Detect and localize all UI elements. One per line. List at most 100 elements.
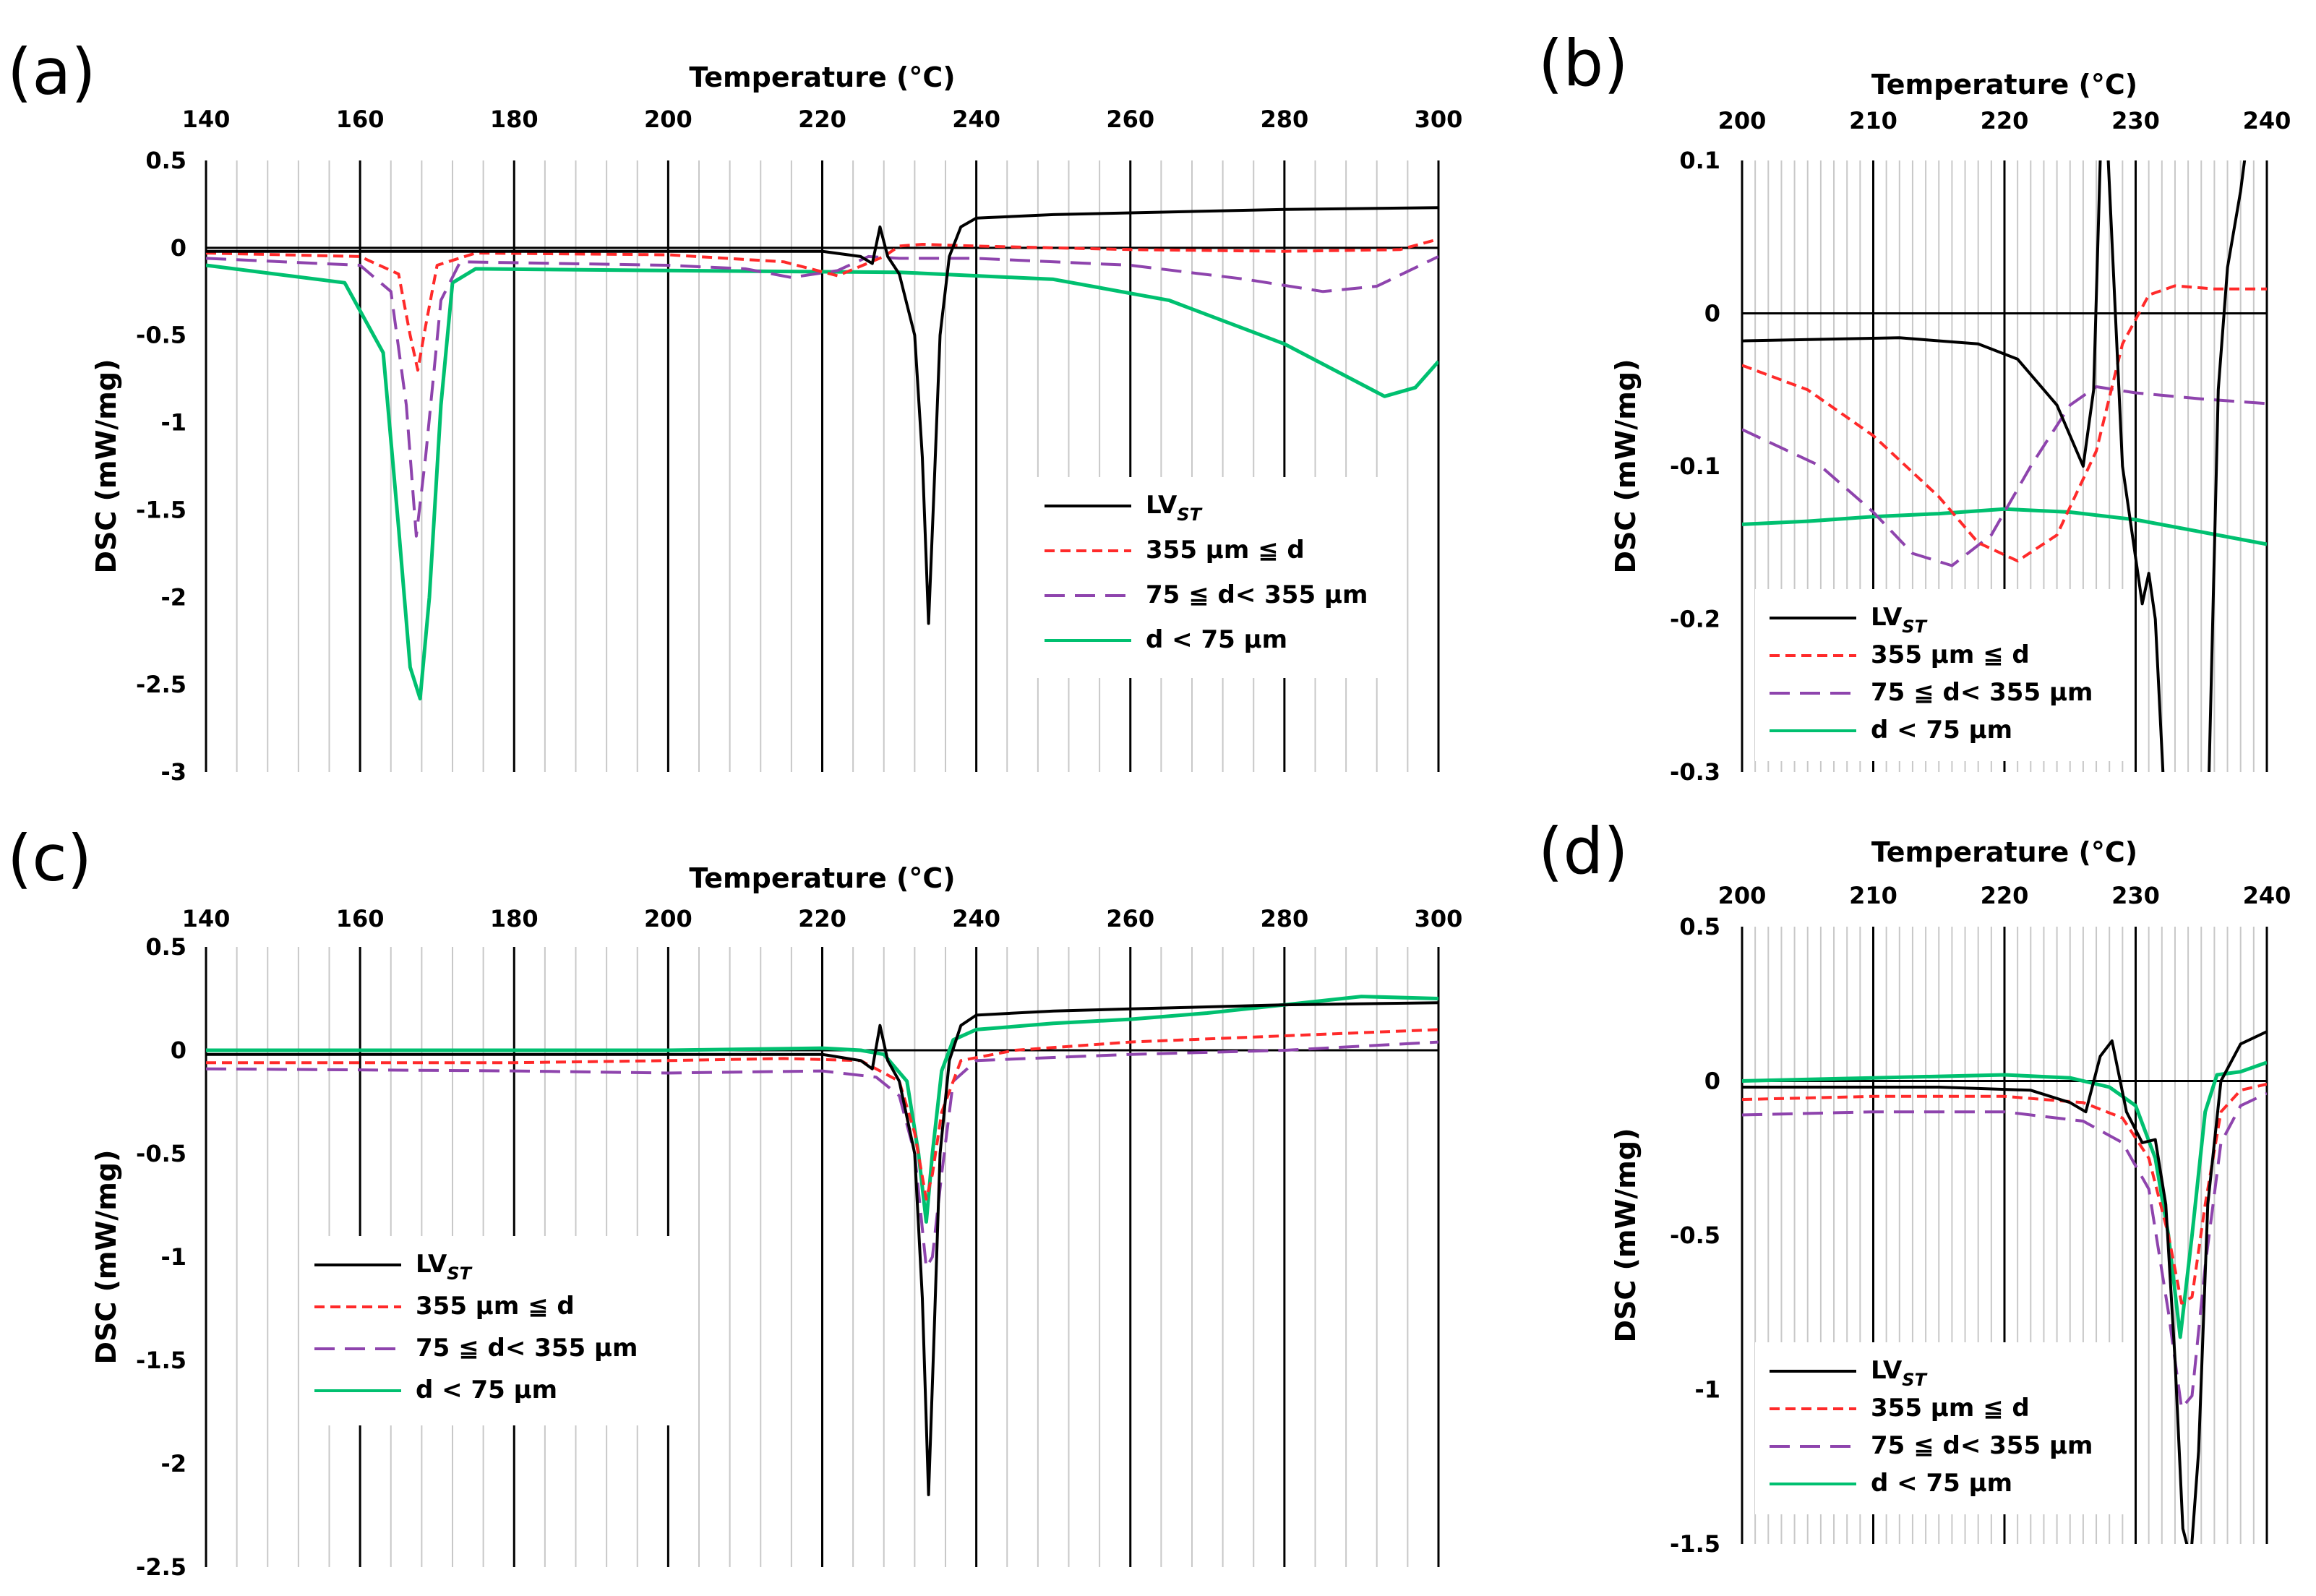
x-tick-label: 160 [336, 106, 385, 133]
x-tick-label: 280 [1260, 106, 1308, 133]
x-tick-label: 200 [1718, 882, 1767, 909]
series-line-fine [206, 995, 1438, 1224]
x-axis-title: Temperature (°C) [689, 61, 955, 93]
y-axis-title: DSC (mW/mg) [90, 359, 122, 574]
series-line-fine [1742, 507, 2267, 546]
x-tick-label: 220 [798, 106, 846, 133]
legend: LVST 355 µm ≦ d 75 ≦ d< 355 µm d < 75 µm [1030, 477, 1406, 678]
x-tick-label: 200 [644, 905, 692, 932]
legend-label: d < 75 µm [1871, 716, 2012, 745]
legend-background [300, 1236, 676, 1425]
series-line-medium [206, 254, 1438, 538]
y-tick-label: -3 [160, 758, 186, 786]
chart-panel-1: 200 210 220 230 240 0.1 0 -0.1 -0.2 -0.3 Temperatu… [1538, 26, 2291, 786]
x-axis-title: Temperature (°C) [689, 862, 955, 894]
x-tick-label: 300 [1415, 905, 1463, 932]
y-tick-label: -0.5 [136, 1140, 186, 1167]
chart-panel-3: 200 210 220 230 240 0.5 0 -0.5 -1 -1.5 Temperature… [1538, 814, 2291, 1558]
legend-label: 75 ≦ d< 355 µm [416, 1334, 638, 1363]
legend-label: 75 ≦ d< 355 µm [1146, 580, 1368, 609]
y-axis-title: DSC (mW/mg) [90, 1150, 122, 1365]
y-tick-label: -0.5 [136, 322, 186, 349]
y-tick-label: -2 [160, 583, 186, 611]
y-axis-title: DSC (mW/mg) [1610, 359, 1642, 574]
legend: LVST 355 µm ≦ d 75 ≦ d< 355 µm d < 75 µm [1755, 589, 2131, 761]
series-line-medium [1742, 385, 2267, 567]
y-axis-title: DSC (mW/mg) [1610, 1128, 1642, 1343]
x-tick-label: 300 [1415, 106, 1463, 133]
y-tick-label: -2 [160, 1450, 186, 1477]
legend-label: 355 µm ≦ d [1871, 1394, 2030, 1423]
x-tick-label: 260 [1106, 106, 1154, 133]
x-tick-label: 240 [952, 905, 1000, 932]
x-tick-label: 240 [2243, 882, 2291, 909]
x-tick-label: 160 [336, 905, 385, 932]
chart-panel-2: 140 160 180 200 220 240 260 280 300 0.5 0 -0.5 -1 -1.… [7, 821, 1462, 1581]
y-tick-label: -1 [160, 409, 186, 437]
x-tick-label: 210 [1849, 107, 1897, 134]
legend-background [1030, 477, 1406, 678]
series-line-lv-st [206, 206, 1438, 625]
y-tick-label: -0.1 [1670, 452, 1720, 480]
y-tick-label: 0.5 [1679, 913, 1720, 940]
legend-label: LVST [1871, 1356, 1928, 1390]
legend-label: 75 ≦ d< 355 µm [1871, 678, 2093, 707]
y-tick-label: 0 [1704, 1068, 1720, 1095]
x-axis-title: Temperature (°C) [1871, 836, 2137, 868]
legend: LVST 355 µm ≦ d 75 ≦ d< 355 µm d < 75 µm [300, 1236, 676, 1425]
x-tick-label: 260 [1106, 905, 1154, 932]
legend-label: 75 ≦ d< 355 µm [1871, 1431, 2093, 1460]
legend-label: LVST [1871, 603, 1928, 637]
legend-label: d < 75 µm [1871, 1469, 2012, 1498]
x-tick-label: 180 [490, 106, 539, 133]
series-line-lv-st [1742, 160, 2247, 772]
legend-label: 355 µm ≦ d [1871, 640, 2030, 669]
x-tick-label: 220 [798, 905, 846, 932]
series-line-coarse [206, 1028, 1438, 1201]
series-line-lv-st [1742, 1030, 2267, 1544]
legend: LVST 355 µm ≦ d 75 ≦ d< 355 µm d < 75 µm [1755, 1342, 2131, 1514]
series-line-coarse [206, 237, 1438, 372]
series-line-coarse [1742, 284, 2267, 563]
x-tick-label: 220 [1981, 107, 2029, 134]
legend-label: LVST [1146, 491, 1203, 525]
x-tick-label: 140 [182, 905, 231, 932]
panel-label: (b) [1538, 26, 1629, 100]
y-tick-label: -2.5 [136, 671, 186, 698]
y-tick-label: 0.5 [145, 933, 186, 961]
panel-label: (c) [7, 821, 92, 896]
panel-label: (a) [7, 35, 96, 109]
y-tick-label: 0 [1704, 300, 1720, 327]
x-tick-label: 240 [952, 106, 1000, 133]
chart-panel-0: 140 160 180 200 220 240 260 280 300 0.5 0 -0.5 -1 -1.… [7, 35, 1462, 786]
x-tick-label: 240 [2243, 107, 2291, 134]
x-tick-label: 200 [644, 106, 692, 133]
legend-label: d < 75 µm [416, 1376, 557, 1404]
y-tick-label: -0.5 [1670, 1222, 1720, 1249]
x-tick-label: 210 [1849, 882, 1897, 909]
y-tick-label: -1.5 [136, 496, 186, 523]
panel-label: (d) [1538, 814, 1629, 888]
y-tick-label: -1.5 [136, 1347, 186, 1374]
series-line-medium [1742, 1091, 2267, 1410]
y-tick-label: 0.5 [145, 147, 186, 174]
y-tick-label: -1 [160, 1243, 186, 1271]
y-tick-label: 0 [171, 1037, 186, 1064]
x-tick-label: 140 [182, 106, 231, 133]
y-tick-label: 0 [171, 234, 186, 262]
series-line-fine [206, 263, 1438, 700]
legend-label: 355 µm ≦ d [1146, 536, 1305, 565]
series-line-fine [1742, 1060, 2267, 1339]
series-line-medium [206, 1040, 1438, 1269]
x-tick-label: 220 [1981, 882, 2029, 909]
legend-label: LVST [416, 1250, 473, 1284]
y-tick-label: -0.2 [1670, 606, 1720, 633]
y-tick-label: -1.5 [1670, 1530, 1720, 1558]
x-tick-label: 230 [2111, 882, 2160, 909]
x-tick-label: 180 [490, 905, 539, 932]
series-line-lv-st [206, 1001, 1438, 1496]
x-tick-label: 280 [1260, 905, 1308, 932]
y-tick-label: 0.1 [1679, 147, 1720, 174]
legend-label: 355 µm ≦ d [416, 1292, 575, 1321]
